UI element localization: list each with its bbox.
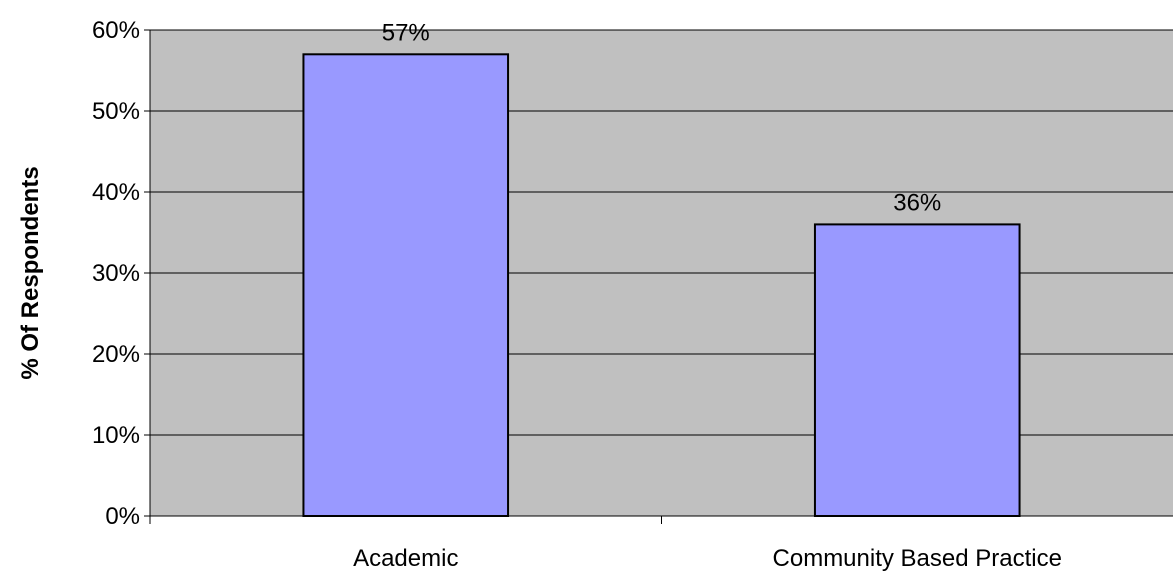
data-label: 57% bbox=[382, 19, 430, 46]
y-tick-label: 0% bbox=[105, 503, 140, 530]
bar-academic bbox=[302, 53, 510, 518]
data-label: 36% bbox=[893, 189, 941, 216]
x-category-label: Community Based Practice bbox=[773, 545, 1062, 572]
y-tick-label: 50% bbox=[92, 98, 140, 125]
data-labels: 57% 36% bbox=[382, 19, 942, 216]
bar-community-based-practice bbox=[813, 223, 1021, 517]
y-axis-title: % Of Respondents bbox=[17, 166, 44, 379]
y-tick-labels: 0% 10% 20% 30% 40% 50% 60% bbox=[92, 17, 140, 530]
y-tick-label: 60% bbox=[92, 17, 140, 44]
bars bbox=[302, 53, 1021, 518]
y-tick-label: 10% bbox=[92, 422, 140, 449]
y-tick-label: 20% bbox=[92, 341, 140, 368]
y-tick-label: 30% bbox=[92, 260, 140, 287]
axes bbox=[144, 29, 1173, 524]
y-tick-label: 40% bbox=[92, 179, 140, 206]
x-category-labels: Academic Community Based Practice bbox=[353, 545, 1062, 572]
x-category-label: Academic bbox=[353, 545, 458, 572]
